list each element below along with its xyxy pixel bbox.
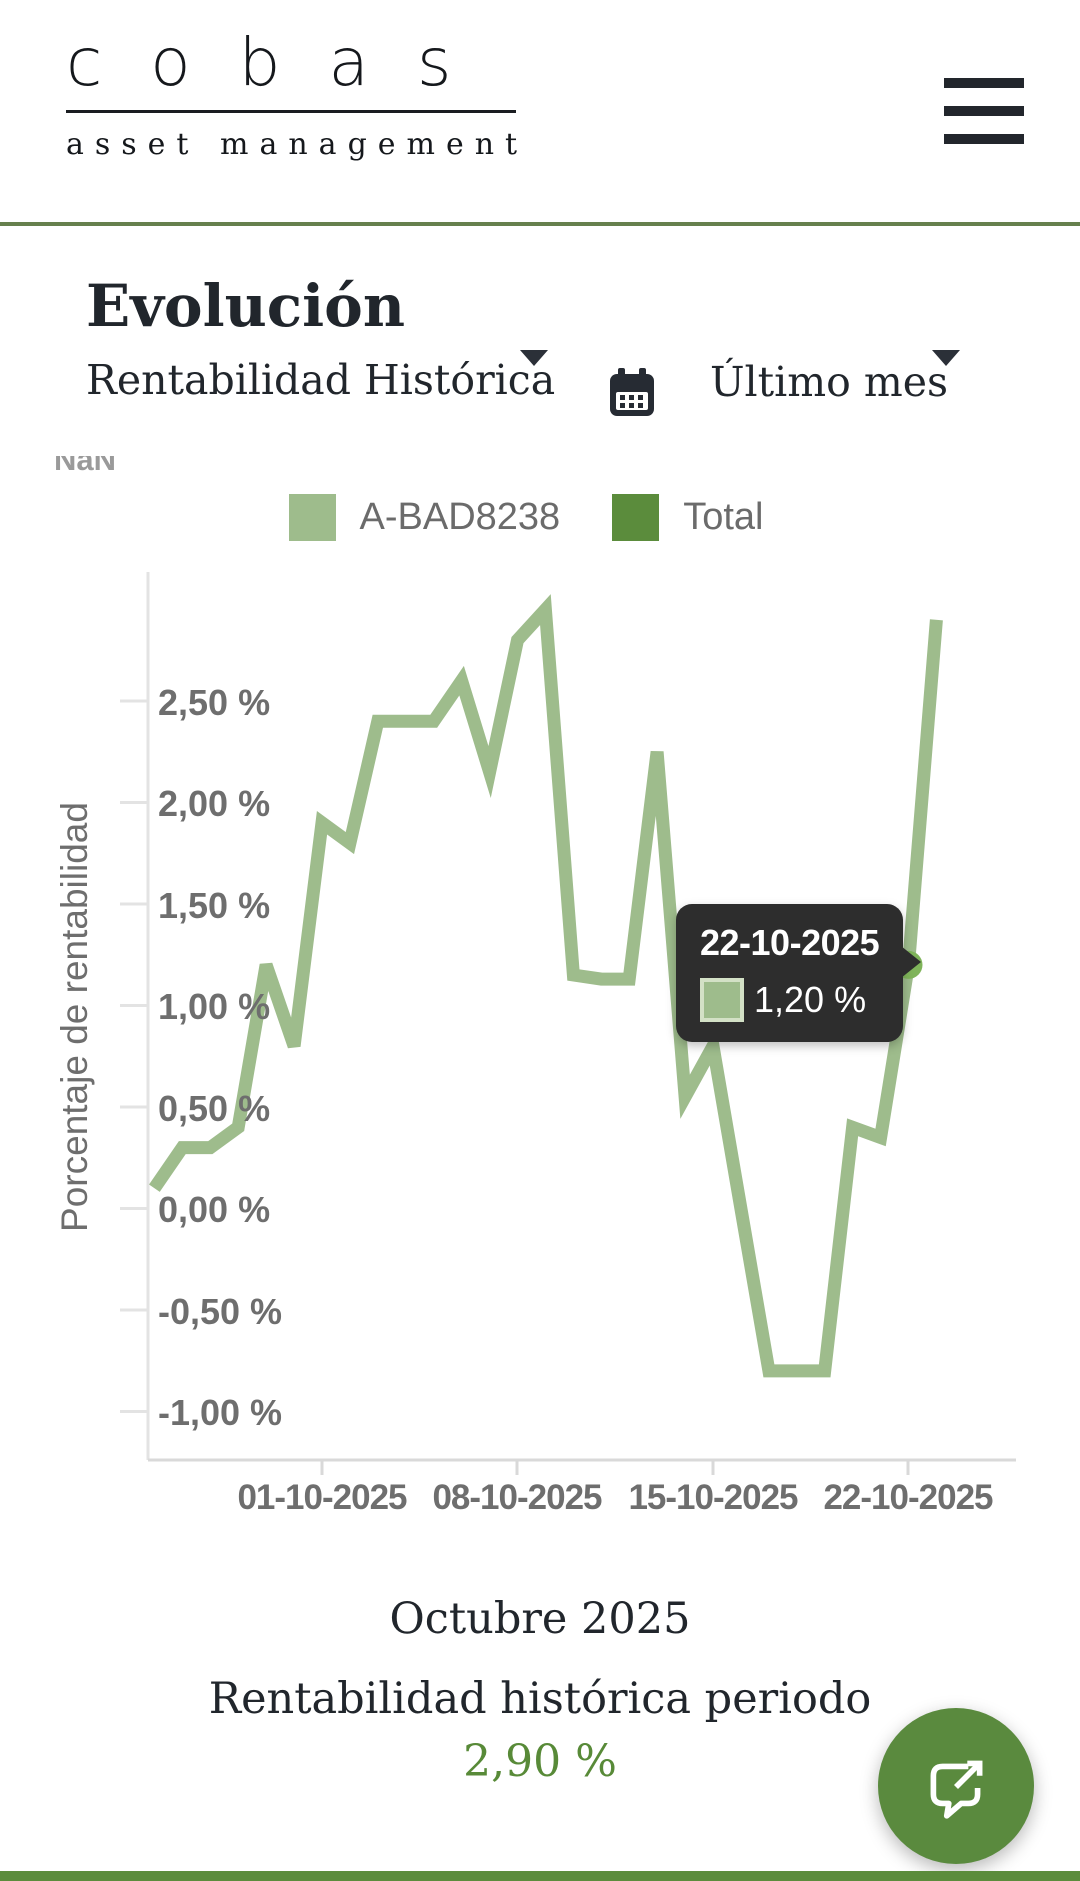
logo-subtitle: asset management bbox=[66, 127, 529, 162]
y-tick-label: 0,00 % bbox=[158, 1189, 271, 1230]
y-tick-label: 2,50 % bbox=[158, 682, 271, 723]
profit-line bbox=[149, 594, 943, 1378]
logo-wordmark: cobas bbox=[66, 24, 500, 101]
chevron-down-icon[interactable] bbox=[520, 350, 548, 366]
month-label: Octubre 2025 bbox=[389, 1594, 691, 1644]
x-tick-label: 15-10-2025 bbox=[628, 1478, 798, 1517]
share-fab-button[interactable] bbox=[878, 1708, 1034, 1864]
y-tick-label: 1,50 % bbox=[158, 885, 271, 926]
tooltip-arrow bbox=[901, 946, 922, 978]
page-title: Evolución bbox=[86, 272, 405, 340]
calendar-icon[interactable] bbox=[608, 368, 656, 423]
y-axis-title: Porcentaje de rentabilidad bbox=[54, 802, 95, 1232]
legend-label-total: Total bbox=[683, 496, 764, 538]
logo-divider bbox=[66, 110, 516, 113]
chart-legend: A-BAD8238 Total bbox=[0, 494, 1080, 541]
tooltip-value: 1,20 % bbox=[754, 979, 867, 1020]
y-tick-label: -1,00 % bbox=[158, 1392, 283, 1433]
legend-label-abad8238: A-BAD8238 bbox=[359, 496, 561, 538]
chevron-down-icon[interactable] bbox=[932, 350, 960, 366]
x-tick-label: 08-10-2025 bbox=[432, 1478, 602, 1517]
x-tick-label: 01-10-2025 bbox=[237, 1478, 407, 1517]
nan-label: NaN bbox=[54, 456, 117, 477]
y-tick-label: 0,50 % bbox=[158, 1088, 271, 1129]
header-separator bbox=[0, 222, 1080, 226]
hamburger-menu-icon[interactable] bbox=[944, 78, 1024, 144]
tooltip-date: 22-10-2025 bbox=[700, 922, 880, 963]
period-value: 2,90 % bbox=[463, 1736, 617, 1787]
cobas-logo[interactable]: cobas asset management bbox=[66, 30, 528, 162]
period-dropdown[interactable]: Último mes bbox=[710, 358, 949, 406]
metric-dropdown[interactable]: Rentabilidad Histórica bbox=[86, 356, 556, 404]
legend-swatch-abad8238 bbox=[288, 494, 336, 541]
y-tick-label: -0,50 % bbox=[158, 1291, 283, 1332]
period-label: Rentabilidad histórica periodo bbox=[208, 1674, 872, 1724]
chart-tooltip: 22-10-2025 1,20 % bbox=[676, 904, 922, 1042]
footer-bar bbox=[0, 1871, 1080, 1881]
external-link-bubble-icon bbox=[930, 1760, 983, 1819]
y-tick-label: 2,00 % bbox=[158, 783, 271, 824]
y-tick-label: 1,00 % bbox=[158, 986, 271, 1027]
tooltip-series-swatch bbox=[700, 978, 744, 1022]
x-tick-label: 22-10-2025 bbox=[823, 1478, 993, 1517]
legend-swatch-total bbox=[612, 494, 660, 541]
